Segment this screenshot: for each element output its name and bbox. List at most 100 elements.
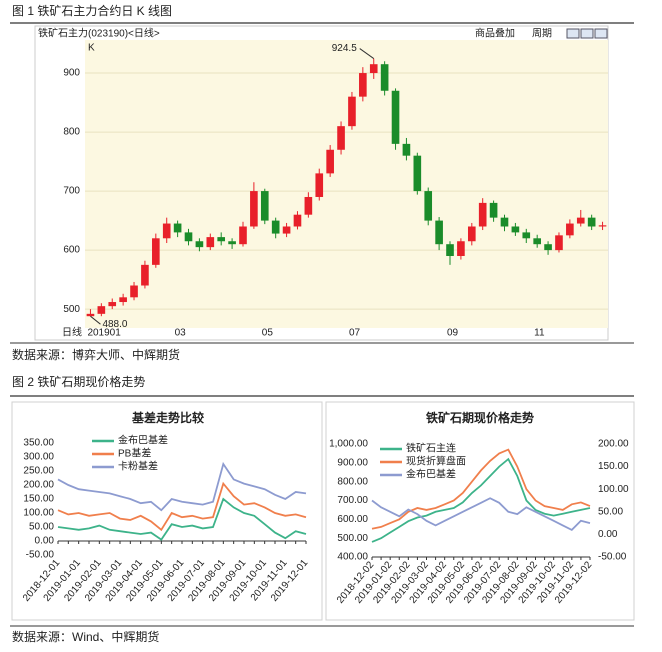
y-tick-label: 0.00 bbox=[35, 536, 55, 547]
candle-body bbox=[228, 241, 236, 245]
candle-body bbox=[97, 306, 106, 314]
annotation-arrow bbox=[359, 48, 375, 59]
candle-body bbox=[348, 96, 356, 127]
candle-body bbox=[152, 238, 160, 265]
candle-body bbox=[478, 202, 487, 227]
legend-label: PB基差 bbox=[118, 447, 151, 460]
y2-tick-label: 50.00 bbox=[598, 506, 623, 517]
candle-body bbox=[337, 126, 345, 150]
toolbar-button[interactable]: 周期 bbox=[532, 28, 552, 40]
x-tick-label: 201901 bbox=[87, 328, 121, 339]
y-tick-label: 150.00 bbox=[23, 494, 54, 505]
candle-body bbox=[511, 226, 520, 233]
x-tick-label: 07 bbox=[349, 328, 361, 339]
candle-body bbox=[195, 241, 204, 248]
y2-tick-label: 200.00 bbox=[598, 439, 629, 450]
candle-body bbox=[206, 237, 215, 248]
legend-label: 现货折算盘面 bbox=[406, 455, 466, 468]
toolbar-button[interactable]: 商品叠加 bbox=[475, 27, 515, 40]
candle-body bbox=[293, 214, 302, 227]
legend-label: 金布巴基差 bbox=[118, 434, 168, 447]
candle-body bbox=[250, 191, 258, 227]
kline-title: 铁矿石主力(023190)<日线> bbox=[38, 27, 160, 40]
candle-body bbox=[435, 220, 443, 245]
y-tick-label: 700 bbox=[63, 186, 80, 197]
candle-body bbox=[141, 264, 149, 286]
y-tick-label: 700.00 bbox=[337, 495, 368, 506]
series-line bbox=[57, 461, 307, 512]
candle-body bbox=[282, 226, 291, 234]
candle-body bbox=[217, 237, 226, 242]
y-tick-label: 900.00 bbox=[337, 457, 368, 468]
icon-button[interactable] bbox=[566, 28, 580, 39]
candle-body bbox=[380, 64, 389, 91]
candle-body bbox=[86, 313, 95, 317]
y-tick-label: 1,000.00 bbox=[329, 439, 368, 450]
chart-panel bbox=[325, 401, 635, 621]
y-tick-label: -50.00 bbox=[26, 550, 55, 561]
caption: 图 2 铁矿石期现价格走势 bbox=[12, 374, 145, 389]
y2-tick-label: 150.00 bbox=[598, 461, 629, 472]
y-tick-label: 50.00 bbox=[29, 522, 54, 533]
candle-body bbox=[424, 191, 433, 221]
y-tick-label: 900 bbox=[63, 68, 80, 79]
series-line bbox=[57, 481, 307, 532]
y-tick-label: 500 bbox=[63, 304, 80, 315]
candle-body bbox=[271, 220, 280, 234]
candle-body bbox=[522, 232, 531, 239]
annotation-arrow bbox=[90, 315, 101, 325]
y-tick-label: 100.00 bbox=[23, 508, 54, 519]
candle-body bbox=[598, 225, 607, 227]
series-line bbox=[57, 497, 307, 541]
candle-body bbox=[108, 302, 117, 307]
series-line bbox=[371, 448, 591, 530]
candle-body bbox=[184, 232, 193, 242]
icon-button[interactable] bbox=[580, 28, 594, 39]
y-tick-label: 300.00 bbox=[23, 452, 54, 463]
legend-label: 铁矿石主连 bbox=[406, 442, 456, 455]
candle-body bbox=[413, 155, 422, 192]
y-tick-label: 800.00 bbox=[337, 476, 368, 487]
candle-body bbox=[239, 226, 247, 245]
candle-body bbox=[555, 235, 563, 251]
candle-body bbox=[326, 149, 334, 174]
candle-body bbox=[576, 217, 585, 224]
y2-tick-label: 0.00 bbox=[598, 529, 618, 540]
x-tick-label: 03 bbox=[175, 328, 187, 339]
indicator-label: K bbox=[88, 43, 95, 54]
candle-body bbox=[446, 244, 454, 256]
candle-body bbox=[260, 191, 269, 221]
icon-button[interactable] bbox=[594, 28, 608, 39]
candle-body bbox=[369, 64, 378, 74]
candle-body bbox=[457, 241, 465, 256]
plot-area bbox=[85, 40, 608, 328]
x-tick-label: 11 bbox=[534, 328, 545, 339]
annotation: 924.5 bbox=[332, 43, 357, 54]
y2-tick-label: -50.00 bbox=[598, 552, 627, 563]
legend-label: 卡粉基差 bbox=[118, 460, 158, 473]
y-tick-label: 500.00 bbox=[337, 533, 368, 544]
source: 数据来源：博弈大师、中辉期货 bbox=[12, 347, 180, 362]
candle-body bbox=[500, 217, 509, 227]
candle-body bbox=[587, 217, 596, 227]
series-line bbox=[371, 457, 591, 543]
y2-tick-label: 100.00 bbox=[598, 484, 629, 495]
candle-body bbox=[402, 143, 411, 156]
x-axis-label: 日线 bbox=[62, 326, 82, 339]
candle-body bbox=[467, 226, 476, 242]
y-tick-label: 600.00 bbox=[337, 514, 368, 525]
y-tick-label: 350.00 bbox=[23, 438, 54, 449]
candle-body bbox=[566, 223, 574, 236]
x-tick-label: 05 bbox=[262, 328, 274, 339]
candle-body bbox=[130, 285, 138, 298]
candle-body bbox=[544, 244, 552, 251]
candle-body bbox=[533, 238, 541, 245]
candle-body bbox=[119, 297, 127, 303]
candle-body bbox=[315, 173, 324, 197]
annotation: 488.0 bbox=[102, 319, 127, 330]
caption: 图 1 铁矿石主力合约日 K 线图 bbox=[12, 3, 172, 18]
x-tick-label: 09 bbox=[447, 328, 459, 339]
candle-body bbox=[391, 90, 400, 144]
